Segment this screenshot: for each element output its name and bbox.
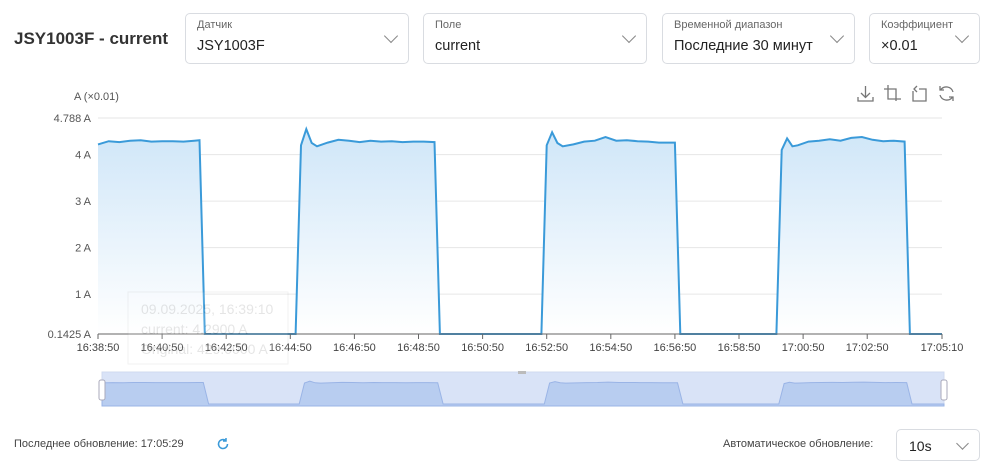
field-select-label: Поле [435,19,462,31]
last-update-text: Последнее обновление: 17:05:29 [14,438,184,450]
refresh-icon[interactable] [216,437,230,451]
x-tick-label: 17:05:10 [921,342,964,354]
slider-handle-left[interactable] [98,379,106,401]
auto-update-value: 10s [909,438,932,454]
current-chart[interactable]: A (×0.01) 0.1425 A 1 A 2 A 3 A 4 A 4.788 A 16:… [0,80,990,415]
x-tick-label: 16:58:50 [718,342,761,354]
series-line [97,126,942,335]
chevron-down-icon [954,28,970,44]
slider-handle-right[interactable] [940,379,948,401]
x-tick-label: 17:02:50 [846,342,889,354]
tooltip-time: 09.09.2025, 16:39:10 [141,301,274,317]
field-select[interactable]: Поле current [423,13,647,64]
x-tick-label: 17:00:50 [782,342,825,354]
chevron-down-icon [956,437,969,450]
field-select-value: current [435,38,481,54]
chevron-down-icon [383,28,399,44]
zoom-reset-icon[interactable] [910,84,929,103]
auto-update-select[interactable]: 10s [896,429,980,461]
y-tick-label: 4 A [75,150,92,162]
sensor-select[interactable]: Датчик JSY1003F [185,13,409,64]
x-tick-label: 16:42:50 [205,342,248,354]
time-range-select-label: Временной диапазон [674,19,783,31]
sensor-select-label: Датчик [197,19,233,31]
x-tick-label: 16:48:50 [397,342,440,354]
x-tick-label: 16:56:50 [653,342,696,354]
x-tick-label: 16:52:50 [525,342,568,354]
time-range-select-value: Последние 30 минут [674,38,813,54]
y-tick-label: 1 A [75,289,92,301]
coefficient-select-label: Коэффициент [881,19,954,31]
tooltip-original: Original: 429.0000 A [141,341,269,357]
restore-icon[interactable] [937,84,956,103]
x-tick-label: 16:46:50 [333,342,376,354]
y-tick-label: 2 A [75,243,92,255]
y-tick-label: 0.1425 A [48,329,92,341]
zoom-select-icon[interactable] [883,84,902,103]
time-range-select[interactable]: Временной диапазон Последние 30 минут [662,13,855,64]
x-tick-label: 16:54:50 [589,342,632,354]
x-tick-label: 16:44:50 [269,342,312,354]
coefficient-select[interactable]: Коэффициент ×0.01 [869,13,980,64]
auto-update-label: Автоматическое обновление: [723,438,874,450]
chevron-down-icon [621,28,637,44]
coefficient-select-value: ×0.01 [881,38,918,54]
page-title: JSY1003F - current [14,29,169,48]
chevron-down-icon [829,28,845,44]
data-zoom-slider[interactable] [0,366,990,416]
slider-drag-handle[interactable] [518,371,526,374]
x-tick-label: 16:38:50 [77,342,120,354]
tooltip-current: current: 4.2900 A [141,321,248,337]
download-icon[interactable] [856,84,875,103]
x-tick-label: 16:40:50 [141,342,184,354]
x-tick-label: 16:50:50 [461,342,504,354]
sensor-select-value: JSY1003F [197,38,265,54]
tooltip-ghost: 09.09.2025, 16:39:10 current: 4.2900 A O… [127,291,289,365]
y-axis-label: A (×0.01) [74,91,119,103]
y-tick-label: 3 A [75,196,92,208]
series-area [98,129,942,334]
slider-preview [101,380,945,407]
y-tick-label: 4.788 A [54,113,92,125]
